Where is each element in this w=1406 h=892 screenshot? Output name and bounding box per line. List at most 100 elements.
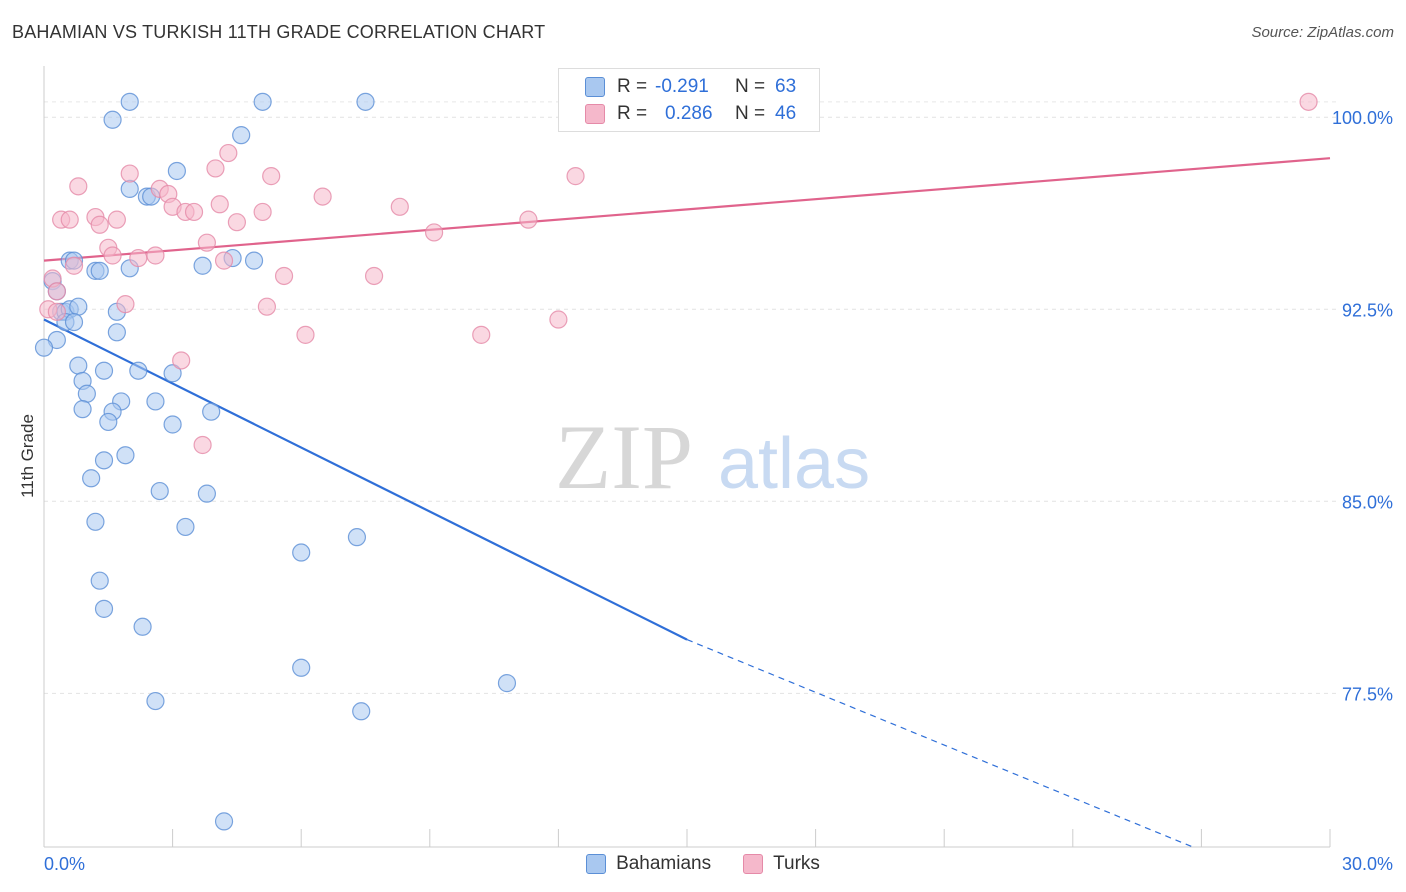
bahamian-trend-extension xyxy=(686,639,1194,848)
turk-point xyxy=(566,167,585,186)
turk-point xyxy=(519,210,538,229)
turk-point xyxy=(206,159,225,178)
bahamian-point xyxy=(90,571,109,590)
x-tick-label: 0.0% xyxy=(44,854,85,874)
legend-swatch-bahamians xyxy=(585,77,605,97)
bahamian-point xyxy=(94,451,114,470)
legend-n-value: 46 xyxy=(775,103,797,124)
turk-point xyxy=(227,213,246,232)
bahamian-point xyxy=(146,392,165,411)
bahamian-point xyxy=(94,599,114,618)
bahamian-point xyxy=(146,691,165,711)
bahamian-point xyxy=(90,261,109,280)
series-swatch-turks xyxy=(743,854,764,874)
bahamian-point xyxy=(86,512,105,531)
bahamian-point xyxy=(244,251,264,270)
turk-point xyxy=(313,187,332,206)
legend-swatch-turks xyxy=(585,104,605,124)
bahamian-point xyxy=(99,412,118,432)
turk-point xyxy=(219,143,238,163)
turk-point xyxy=(390,197,409,216)
bahamian-point xyxy=(253,92,272,111)
turk-point xyxy=(549,310,568,329)
legend-r-value: 0.286 xyxy=(665,103,713,124)
turk-point xyxy=(296,325,315,344)
turk-point xyxy=(146,246,165,265)
bahamian-point xyxy=(352,702,371,721)
bahamian-point xyxy=(103,110,122,129)
bahamian-point xyxy=(77,384,96,403)
turk-point xyxy=(262,167,281,186)
legend-row-turks: R = 0.286 N = 46 xyxy=(559,101,796,127)
turk-point xyxy=(193,435,212,455)
turk-point xyxy=(214,251,234,270)
bahamian-point xyxy=(292,658,311,677)
turk-point xyxy=(90,215,109,234)
bahamian-point xyxy=(64,312,84,332)
bahamian-point xyxy=(34,338,54,357)
correlation-legend: R = -0.291 N = 63 R = 0.286 N = 46 xyxy=(558,68,820,132)
bahamian-point xyxy=(292,543,311,562)
turk-point xyxy=(274,266,294,286)
bahamian-point xyxy=(347,528,367,547)
bahamian-point xyxy=(116,446,135,465)
bahamian-point xyxy=(197,484,216,503)
turk-point xyxy=(472,325,491,344)
turk-point xyxy=(116,295,135,314)
bahamian-point xyxy=(232,126,251,145)
watermark-atlas: atlas xyxy=(718,424,870,504)
turk-point xyxy=(253,202,272,222)
y-tick-label: 92.5% xyxy=(1342,300,1393,320)
bahamian-point xyxy=(133,617,152,636)
legend-n-value: 63 xyxy=(775,76,797,97)
bahamian-point xyxy=(176,517,195,537)
legend-r-label: R = xyxy=(617,76,648,97)
turk-point xyxy=(1299,92,1318,111)
series-legend: Bahamians Turks xyxy=(0,852,1406,876)
bahamian-point xyxy=(150,481,169,501)
source-label: Source: ZipAtlas.com xyxy=(1251,24,1394,41)
series-legend-turks[interactable]: Turks xyxy=(743,853,820,875)
series-label-bahamians: Bahamians xyxy=(616,853,712,874)
turk-point xyxy=(184,202,204,222)
series-swatch-bahamians xyxy=(586,854,607,874)
turk-point xyxy=(64,256,84,275)
legend-r-value: -0.291 xyxy=(655,76,709,97)
legend-n-label: N = xyxy=(735,103,766,124)
bahamian-point xyxy=(69,356,88,375)
turk-trend-line xyxy=(43,157,1331,262)
legend-r-label: R = xyxy=(617,103,648,124)
bahamian-point xyxy=(214,812,234,831)
turk-point xyxy=(47,282,66,301)
turk-point xyxy=(257,297,277,316)
turk-point xyxy=(103,246,122,265)
bahamian-trend-line xyxy=(43,318,688,641)
turk-point xyxy=(107,210,126,229)
bahamian-point xyxy=(356,92,375,111)
turk-point xyxy=(364,266,384,286)
x-tick-label: 30.0% xyxy=(1342,854,1393,874)
bahamian-point xyxy=(193,256,212,275)
turk-point xyxy=(210,195,229,214)
bahamian-point xyxy=(163,415,182,434)
y-tick-label: 85.0% xyxy=(1342,492,1393,512)
bahamian-point xyxy=(120,179,139,199)
bahamian-point xyxy=(120,92,139,111)
bahamian-point xyxy=(163,364,182,383)
series-legend-bahamians[interactable]: Bahamians xyxy=(586,853,711,875)
chart-title: BAHAMIAN VS TURKISH 11TH GRADE CORRELATI… xyxy=(12,22,546,42)
watermark-zip: ZIP xyxy=(555,406,693,508)
bahamian-point xyxy=(167,161,186,181)
bahamian-point xyxy=(497,674,517,693)
bahamian-point xyxy=(94,361,114,380)
y-tick-label: 77.5% xyxy=(1342,684,1393,704)
turk-point xyxy=(120,164,139,183)
bahamian-point xyxy=(129,361,148,380)
legend-n-label: N = xyxy=(735,76,766,97)
bahamian-point xyxy=(73,400,92,419)
turk-point xyxy=(129,248,148,268)
turk-point xyxy=(424,223,444,242)
turk-point xyxy=(69,177,88,196)
bahamian-point xyxy=(107,323,126,342)
